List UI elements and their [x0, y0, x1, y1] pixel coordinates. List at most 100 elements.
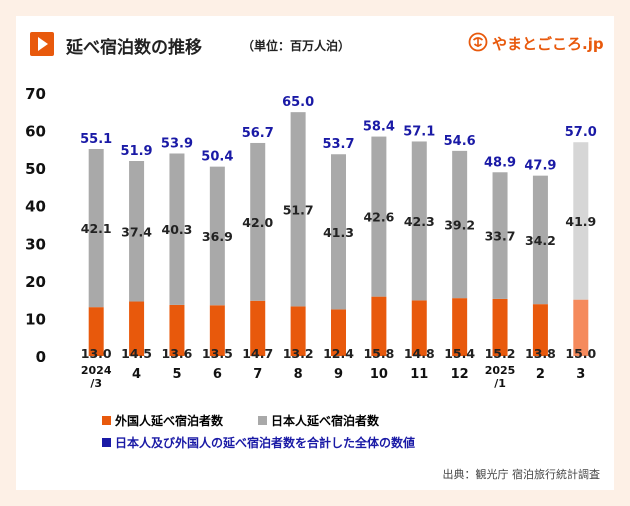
- bar-japanese: [250, 142, 266, 301]
- data-label-foreign: 14.7: [242, 346, 273, 361]
- data-label-japanese: 41.9: [565, 214, 596, 229]
- data-label-total: 47.9: [524, 159, 556, 174]
- x-tick-label: 7: [253, 367, 262, 382]
- bar-japanese: [492, 172, 508, 299]
- play-icon: [30, 32, 54, 56]
- x-tick-label: 11: [410, 367, 428, 382]
- data-label-japanese: 37.4: [121, 224, 152, 239]
- chart-title: 延べ宿泊数の推移: [66, 38, 202, 58]
- data-label-japanese: 51.7: [283, 202, 314, 217]
- data-label-japanese: 42.0: [242, 215, 273, 230]
- bar-foreign: [250, 300, 266, 356]
- y-tick-label: 70: [25, 85, 46, 103]
- legend-total: 日本人及び外国人の延べ宿泊者数を合計した全体の数値: [102, 434, 415, 451]
- y-tick-label: 30: [25, 235, 46, 253]
- y-tick-label: 60: [25, 123, 46, 141]
- data-label-total: 53.9: [161, 136, 193, 151]
- bar-japanese: [88, 148, 104, 308]
- bar-foreign: [371, 296, 387, 356]
- x-tick-label: 12: [451, 367, 469, 382]
- bar-foreign: [129, 301, 145, 356]
- data-label-japanese: 33.7: [485, 229, 516, 244]
- source-note: 出典：観光庁 宿泊旅行統計調査: [442, 468, 601, 481]
- bar-japanese: [290, 112, 306, 307]
- bar-foreign: [532, 304, 548, 356]
- x-tick-label: 2: [536, 367, 545, 382]
- data-label-japanese: 42.3: [404, 214, 435, 229]
- y-tick-label: 20: [25, 273, 46, 291]
- bar-japanese: [452, 150, 468, 299]
- y-tick-label: 50: [25, 160, 46, 178]
- bar-japanese: [532, 175, 548, 305]
- data-label-total: 57.0: [565, 125, 597, 140]
- bar-foreign: [331, 309, 346, 356]
- bar-japanese: [411, 141, 427, 301]
- data-label-foreign: 13.6: [162, 346, 193, 361]
- legend-swatch-japanese: [258, 416, 267, 425]
- data-label-foreign: 13.0: [81, 346, 112, 361]
- data-label-japanese: 42.1: [81, 221, 112, 236]
- logo[interactable]: やまとごころ.jp: [468, 32, 604, 56]
- data-label-foreign: 15.8: [363, 346, 394, 361]
- legend-foreign: 外国人延べ宿泊者数: [102, 412, 223, 429]
- data-label-total: 56.7: [242, 126, 274, 141]
- legend-japanese-label: 日本人延べ宿泊者数: [271, 414, 380, 428]
- bar-foreign: [411, 300, 427, 356]
- bar-foreign: [492, 298, 508, 356]
- x-tick-label: 10: [370, 367, 388, 382]
- x-tick-label: 6: [213, 367, 222, 382]
- data-label-foreign: 12.4: [323, 346, 354, 361]
- data-label-foreign: 13.2: [283, 346, 314, 361]
- stacked-bar-chart: 0 10 20 30 40 50 60 70 42.1 13.0 55.1 2024/3 37.4 14.…: [25, 85, 597, 390]
- bar-japanese: [129, 161, 145, 302]
- data-label-japanese: 36.9: [202, 229, 233, 244]
- logo-text: やまとごころ.jp: [492, 35, 604, 53]
- data-label-total: 58.4: [363, 120, 395, 135]
- unit-label: （単位：百万人泊）: [242, 39, 351, 53]
- data-label-total: 53.7: [322, 137, 354, 152]
- x-tick-label: 8: [294, 367, 303, 382]
- x-tick-label-sub: /3: [90, 377, 102, 390]
- chart-card: 延べ宿泊数の推移 （単位：百万人泊） やまとごころ.jp 0 10 20 30 40 50…: [16, 16, 614, 490]
- x-tick-label: 2025: [485, 364, 516, 377]
- legend-swatch-foreign: [102, 416, 111, 425]
- data-label-total: 55.1: [80, 132, 112, 147]
- data-label-total: 57.1: [403, 124, 435, 139]
- data-label-foreign: 13.8: [525, 346, 556, 361]
- x-tick-label-sub: /1: [494, 377, 506, 390]
- x-tick-label: 4: [132, 367, 141, 382]
- data-label-foreign: 13.5: [202, 346, 233, 361]
- yamatogokoro-logo-icon: [468, 32, 488, 56]
- y-tick-label: 0: [36, 348, 46, 366]
- data-label-japanese: 42.6: [363, 210, 394, 225]
- data-label-foreign: 15.4: [444, 346, 475, 361]
- data-label-total: 50.4: [201, 150, 233, 165]
- bar-japanese: [169, 153, 185, 305]
- bar-japanese: [331, 154, 346, 310]
- bar-foreign: [573, 299, 589, 356]
- data-label-total: 54.6: [444, 134, 476, 149]
- bar-japanese: [371, 136, 387, 297]
- x-tick-label: 3: [576, 367, 585, 382]
- x-tick-label: 5: [172, 367, 181, 382]
- bar-foreign: [290, 306, 306, 356]
- bar-japanese: [573, 142, 589, 300]
- legend-foreign-label: 外国人延べ宿泊者数: [115, 414, 224, 428]
- data-label-japanese: 39.2: [444, 218, 475, 233]
- data-label-foreign: 15.2: [485, 346, 516, 361]
- data-label-total: 51.9: [121, 144, 153, 159]
- legend-japanese: 日本人延べ宿泊者数: [258, 412, 379, 429]
- legend-total-label: 日本人及び外国人の延べ宿泊者数を合計した全体の数値: [115, 436, 416, 450]
- bar-foreign: [88, 307, 104, 356]
- x-tick-label: 9: [334, 367, 343, 382]
- bar-foreign: [169, 304, 185, 356]
- data-label-total: 48.9: [484, 155, 516, 170]
- data-label-foreign: 14.8: [404, 346, 435, 361]
- data-label-japanese: 34.2: [525, 233, 556, 248]
- bar-foreign: [209, 305, 225, 356]
- bar-japanese: [209, 166, 225, 306]
- bar-foreign: [452, 298, 468, 356]
- y-tick-label: 40: [25, 198, 46, 216]
- data-label-foreign: 15.0: [565, 346, 596, 361]
- y-tick-label: 10: [25, 310, 46, 328]
